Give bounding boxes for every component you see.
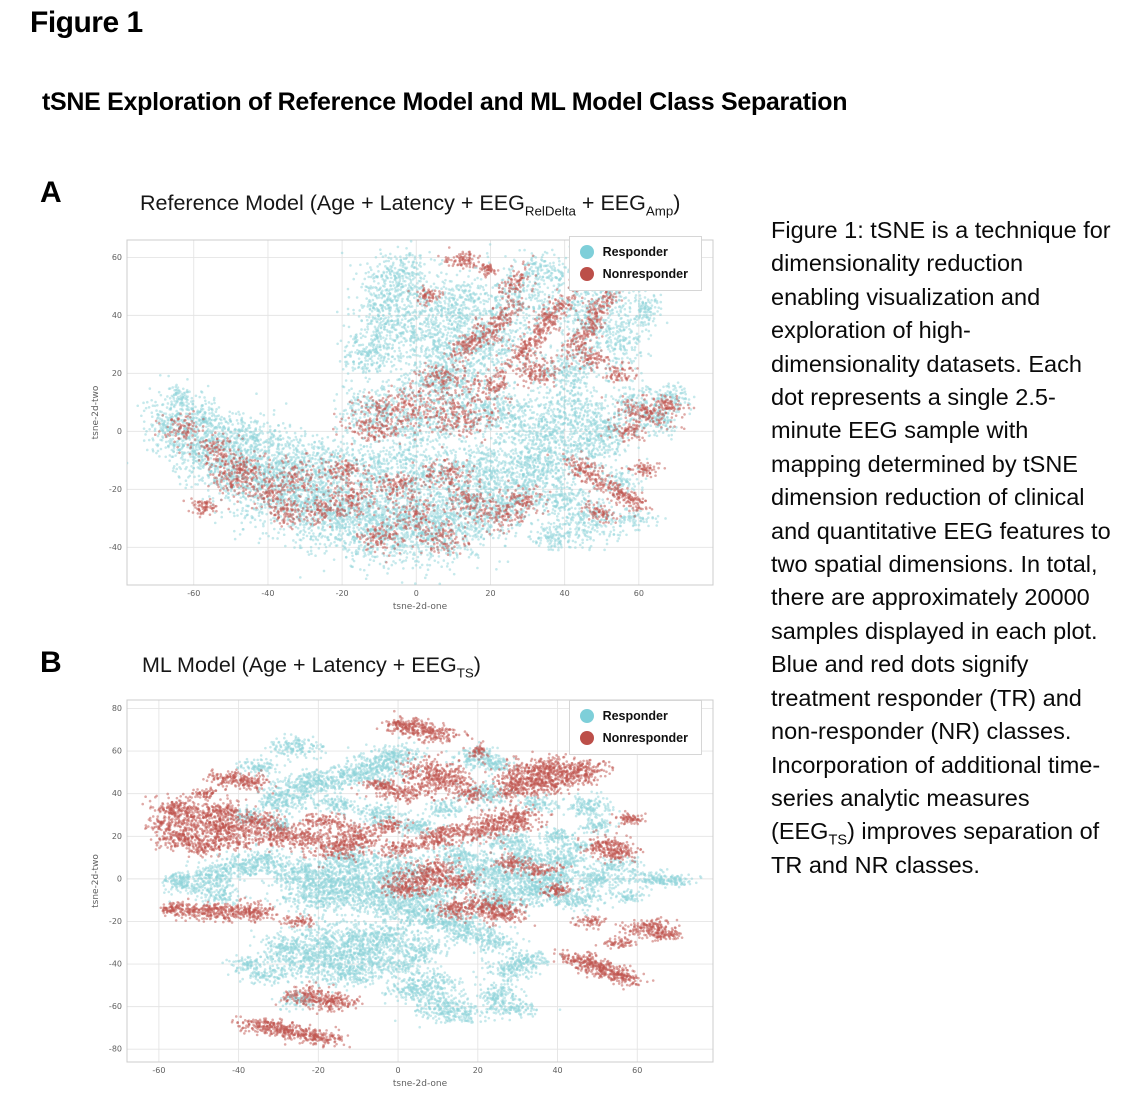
text-part: Reference Model (Age + Latency + EEG — [140, 191, 525, 215]
legend-label: Nonresponder — [602, 731, 688, 745]
text-part: Figure 1: tSNE is a technique for dimens… — [771, 217, 1111, 845]
text-part: ML Model (Age + Latency + EEG — [142, 653, 457, 677]
figure-heading: Figure 1 — [30, 6, 143, 39]
nonresponder-swatch-icon — [579, 267, 594, 281]
panel-a-scatter-canvas — [70, 235, 720, 625]
legend-label: Responder — [602, 245, 668, 259]
subscript-text: RelDelta — [524, 203, 576, 219]
panel-a-plot: Responder Nonresponder — [70, 235, 720, 625]
legend-label: Nonresponder — [602, 267, 688, 281]
subscript-text: TS — [828, 833, 848, 849]
subscript-text: TS — [456, 665, 474, 681]
panel-a-legend: Responder Nonresponder — [568, 236, 702, 291]
figure-subtitle: tSNE Exploration of Reference Model and … — [42, 88, 848, 116]
text-part: ) improves separation of TR and NR class… — [771, 818, 1100, 878]
responder-swatch-icon — [579, 709, 594, 723]
legend-entry-nonresponder: Nonresponder — [579, 731, 688, 745]
text-part: ) — [673, 191, 681, 215]
panel-a-label: A — [40, 176, 62, 209]
panel-b-label: B — [40, 646, 62, 679]
panel-b-scatter-canvas — [70, 697, 720, 1092]
text-part: + EEG — [575, 191, 646, 215]
legend-entry-responder: Responder — [579, 709, 688, 723]
panel-b-legend: Responder Nonresponder — [568, 700, 702, 755]
text-part: ) — [473, 653, 481, 677]
panel-b-title: ML Model (Age + Latency + EEGTS) — [142, 653, 481, 681]
legend-label: Responder — [602, 709, 668, 723]
figure-caption: Figure 1: tSNE is a technique for dimens… — [771, 214, 1115, 882]
panel-a-title: Reference Model (Age + Latency + EEGRelD… — [140, 191, 681, 219]
legend-entry-nonresponder: Nonresponder — [579, 267, 688, 281]
panel-b-plot: Responder Nonresponder — [70, 697, 720, 1092]
subscript-text: Amp — [645, 203, 674, 219]
nonresponder-swatch-icon — [579, 731, 594, 745]
legend-entry-responder: Responder — [579, 245, 688, 259]
responder-swatch-icon — [579, 245, 594, 259]
